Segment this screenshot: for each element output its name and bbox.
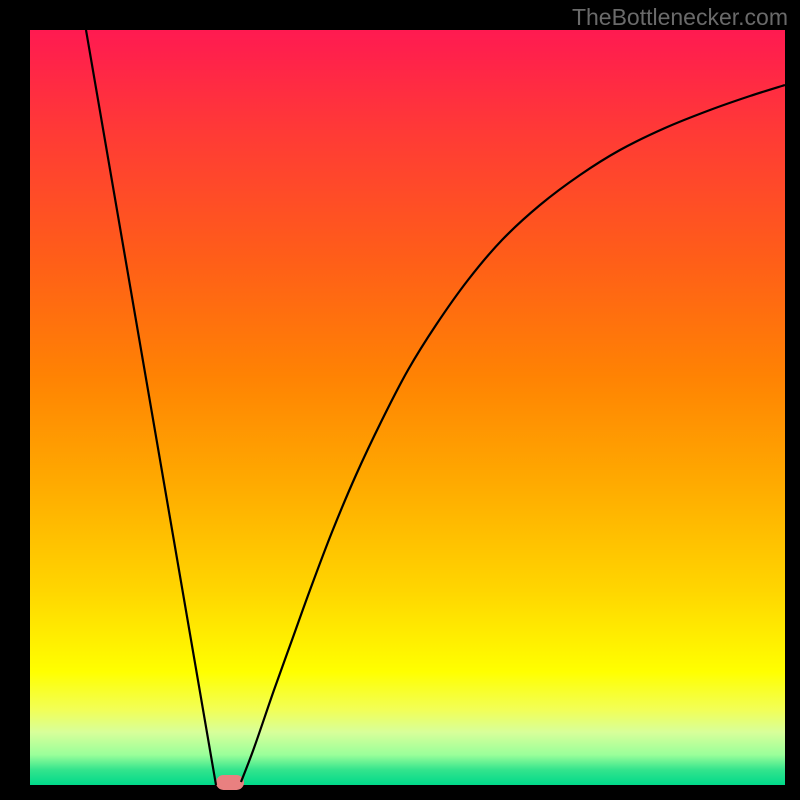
watermark-text: TheBottlenecker.com: [572, 4, 788, 31]
gradient-background: [30, 30, 785, 785]
plot-area: [30, 30, 785, 785]
chart-container: TheBottlenecker.com: [0, 0, 800, 800]
min-marker: [216, 775, 244, 790]
